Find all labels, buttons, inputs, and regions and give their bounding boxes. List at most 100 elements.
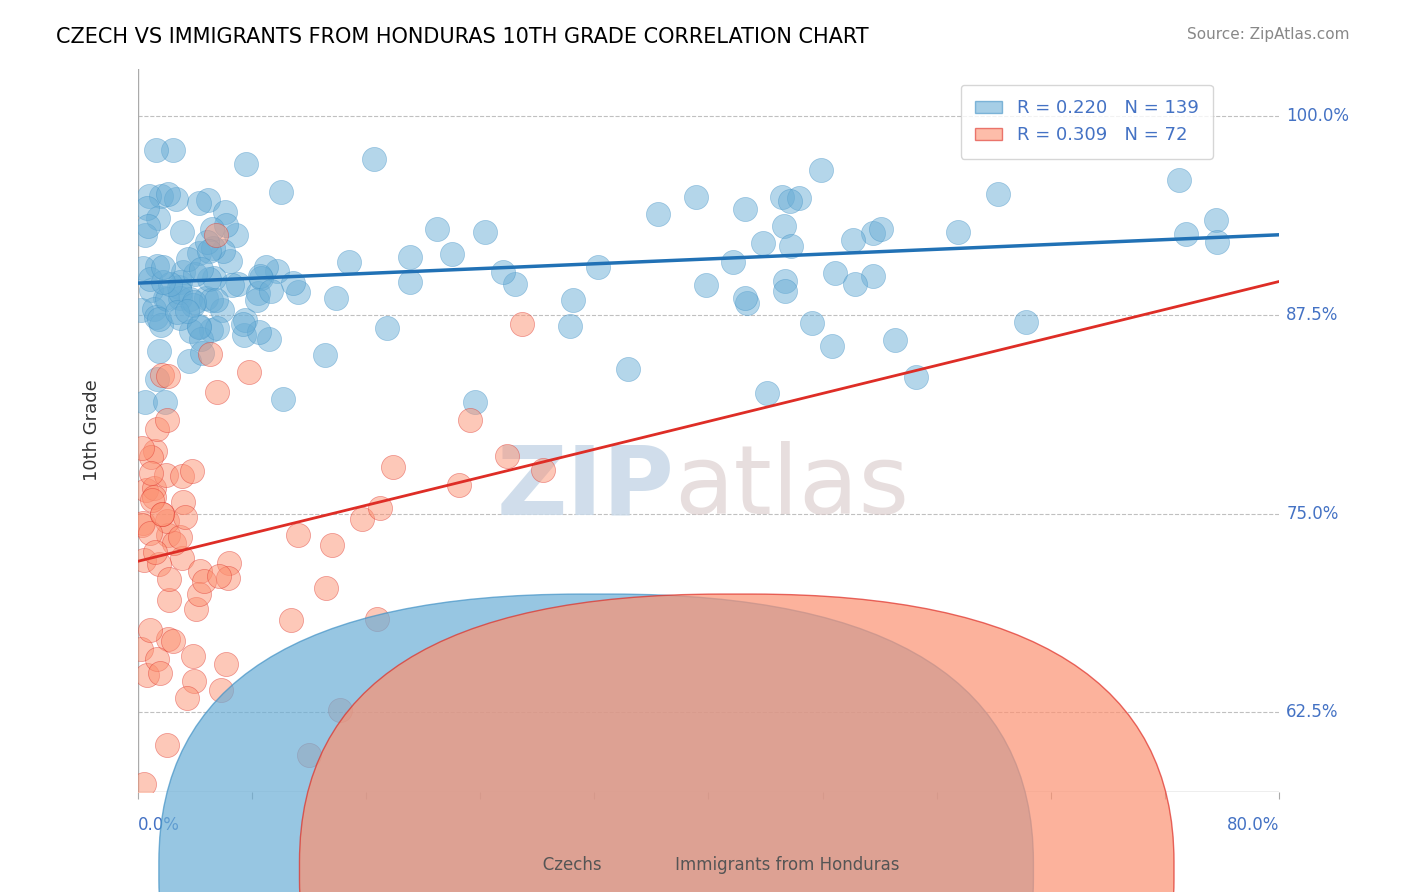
Point (195, 235, 218, 249)
Point (145, 310, 167, 324)
Point (170, 550, 193, 565)
Point (146, 259, 169, 273)
Point (458, 413, 481, 427)
Point (200, 347, 222, 361)
Point (138, 189, 160, 203)
Point (155, 395, 177, 409)
Point (139, 272, 162, 286)
Point (883, 333, 905, 347)
Point (226, 277, 249, 291)
Point (156, 413, 179, 427)
Point (503, 277, 526, 291)
Point (134, 395, 156, 409)
Point (329, 703, 352, 717)
Point (141, 283, 163, 297)
Point (150, 318, 173, 332)
Point (187, 319, 209, 334)
Point (139, 450, 162, 464)
Point (172, 495, 194, 509)
Point (205, 321, 228, 335)
Point (558, 318, 581, 333)
Point (152, 275, 174, 289)
Text: Source: ZipAtlas.com: Source: ZipAtlas.com (1187, 27, 1350, 42)
Point (181, 649, 204, 664)
Point (146, 422, 169, 436)
Point (200, 293, 222, 307)
Point (842, 233, 865, 247)
Point (352, 512, 374, 526)
Point (187, 586, 209, 600)
Point (235, 157, 257, 171)
Point (198, 271, 221, 285)
Point (129, 641, 152, 656)
Point (315, 582, 337, 596)
Text: ZIP: ZIP (496, 442, 675, 534)
Point (157, 593, 180, 607)
Point (1205, 213, 1227, 227)
Point (381, 460, 404, 475)
Point (247, 325, 270, 339)
Point (190, 261, 212, 276)
Point (181, 298, 204, 312)
Point (375, 320, 398, 334)
Point (770, 190, 793, 204)
Point (184, 602, 207, 616)
Point (260, 284, 283, 298)
Point (159, 277, 181, 292)
Point (752, 236, 775, 251)
Point (139, 623, 162, 637)
Point (204, 293, 226, 307)
Point (169, 285, 191, 299)
Point (280, 614, 302, 628)
Point (146, 211, 169, 226)
Point (131, 441, 153, 455)
Point (136, 202, 159, 216)
Point (734, 202, 756, 216)
Legend: R = 0.220   N = 139, R = 0.309   N = 72: R = 0.220 N = 139, R = 0.309 N = 72 (960, 85, 1213, 159)
Point (948, 225, 970, 239)
Point (176, 303, 198, 318)
Point (163, 535, 186, 549)
Point (198, 244, 221, 258)
Point (821, 339, 844, 353)
Point (298, 747, 321, 762)
Point (179, 292, 201, 306)
Point (183, 295, 205, 310)
Point (368, 500, 391, 515)
Point (170, 225, 193, 239)
Point (755, 386, 778, 401)
Point (141, 492, 163, 507)
Point (139, 525, 162, 540)
Point (177, 353, 200, 368)
Point (214, 205, 236, 219)
Point (562, 293, 585, 307)
Point (270, 186, 292, 200)
Point (257, 332, 280, 346)
Point (1168, 173, 1191, 187)
Point (287, 285, 309, 299)
Point (869, 222, 891, 236)
Point (152, 260, 174, 274)
Point (779, 239, 801, 253)
Point (810, 162, 832, 177)
Point (134, 228, 156, 243)
Point (464, 395, 486, 409)
Point (148, 665, 170, 680)
Point (157, 528, 180, 542)
Point (162, 634, 184, 648)
Point (152, 507, 174, 521)
Point (143, 490, 166, 504)
Text: CZECH VS IMMIGRANTS FROM HONDURAS 10TH GRADE CORRELATION CHART: CZECH VS IMMIGRANTS FROM HONDURAS 10TH G… (56, 27, 869, 46)
Point (723, 255, 745, 269)
Text: Czechs              Immigrants from Honduras: Czechs Immigrants from Honduras (506, 856, 900, 874)
Point (337, 255, 360, 269)
Point (588, 260, 610, 274)
Point (187, 246, 209, 260)
Point (246, 293, 269, 307)
Point (987, 187, 1010, 202)
Point (1015, 315, 1038, 329)
Point (150, 368, 173, 382)
Point (172, 265, 194, 279)
Point (148, 557, 170, 571)
Point (287, 528, 309, 542)
